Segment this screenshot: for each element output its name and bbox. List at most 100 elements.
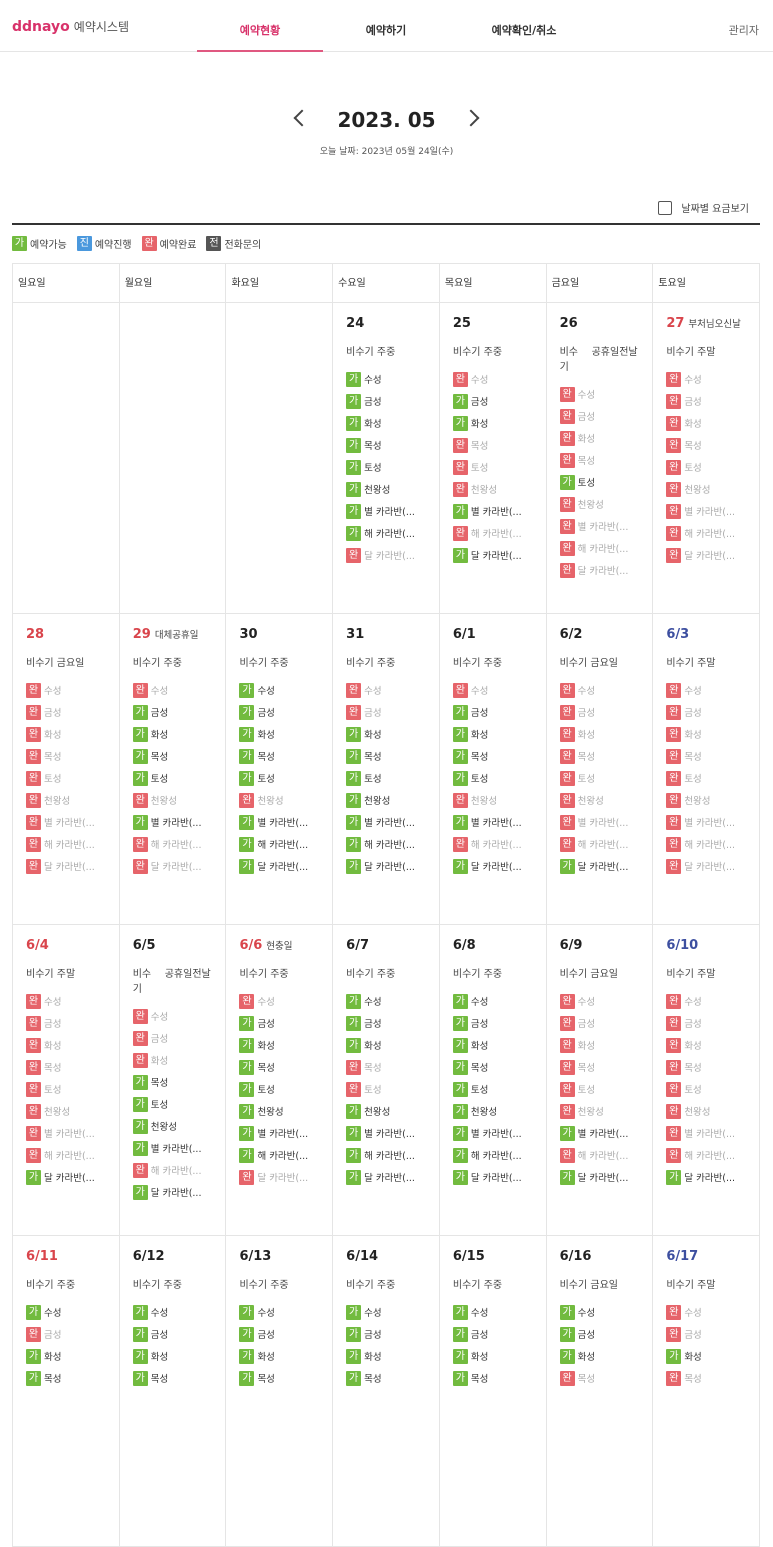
status-badge[interactable]: 완 <box>452 682 468 698</box>
room[interactable]: 가 목성 <box>132 745 226 767</box>
room-name[interactable]: 천왕성 <box>44 796 71 807</box>
status-badge[interactable]: 가 <box>346 481 362 497</box>
room-name[interactable]: 수성 <box>470 997 489 1008</box>
room-name[interactable]: 목성 <box>470 441 489 452</box>
room-name[interactable]: 해 카라반(... <box>470 840 522 851</box>
status-badge[interactable]: 가 <box>346 814 362 830</box>
room[interactable]: 가 목성 <box>239 1367 332 1389</box>
status-badge[interactable]: 완 <box>132 858 148 874</box>
status-badge[interactable]: 완 <box>26 1326 41 1342</box>
room-name[interactable]: 수성 <box>577 390 596 401</box>
room-name[interactable]: 금성 <box>364 708 382 719</box>
room[interactable]: 가 토성 <box>559 471 653 493</box>
status-badge[interactable]: 가 <box>666 1348 682 1364</box>
room[interactable]: 가 화성 <box>26 1345 119 1367</box>
status-badge[interactable]: 완 <box>559 770 575 786</box>
room[interactable]: 완 천왕성 <box>559 1100 653 1122</box>
status-badge[interactable]: 가 <box>239 1304 255 1320</box>
status-badge[interactable]: 완 <box>452 459 468 475</box>
room-name[interactable]: 목성 <box>150 752 169 763</box>
status-badge[interactable]: 완 <box>26 1125 41 1141</box>
room-name[interactable]: 달 카라반(... <box>44 1173 95 1184</box>
room[interactable]: 가 화성 <box>346 412 439 434</box>
status-badge[interactable]: 가 <box>452 704 468 720</box>
status-badge[interactable]: 완 <box>26 1147 41 1163</box>
status-badge[interactable]: 완 <box>666 1326 682 1342</box>
room-name[interactable]: 달 카라반(... <box>470 862 522 873</box>
room[interactable]: 완 목성 <box>346 1056 439 1078</box>
status-badge[interactable]: 가 <box>239 748 255 764</box>
room-name[interactable]: 천왕성 <box>150 796 177 807</box>
room[interactable]: 가 목성 <box>239 1056 332 1078</box>
status-badge[interactable]: 가 <box>26 1370 41 1386</box>
room-name[interactable]: 화성 <box>577 1352 596 1363</box>
status-badge[interactable]: 가 <box>346 993 362 1009</box>
room[interactable]: 가 천왕성 <box>346 789 439 811</box>
status-badge[interactable]: 완 <box>666 726 682 742</box>
room-name[interactable]: 화성 <box>364 1352 382 1363</box>
status-badge[interactable]: 완 <box>666 748 682 764</box>
room-name[interactable]: 금성 <box>150 1330 169 1341</box>
room-name[interactable]: 해 카라반(... <box>257 840 309 851</box>
room-name[interactable]: 금성 <box>470 397 489 408</box>
room-name[interactable]: 목성 <box>44 1063 62 1074</box>
room-name[interactable]: 목성 <box>44 752 62 763</box>
status-badge[interactable]: 가 <box>239 1125 255 1141</box>
room-name[interactable]: 목성 <box>44 1374 62 1385</box>
room[interactable]: 완 화성 <box>559 723 653 745</box>
room-name[interactable]: 천왕성 <box>44 1107 71 1118</box>
status-badge[interactable]: 가 <box>239 1370 255 1386</box>
status-badge[interactable]: 완 <box>559 682 575 698</box>
room-name[interactable]: 금성 <box>44 1330 62 1341</box>
room-name[interactable]: 화성 <box>684 419 702 430</box>
room-name[interactable]: 천왕성 <box>150 1122 177 1133</box>
status-badge[interactable]: 완 <box>559 792 575 808</box>
status-badge[interactable]: 완 <box>559 496 575 512</box>
room[interactable]: 완 목성 <box>26 1056 119 1078</box>
room[interactable]: 완 천왕성 <box>239 789 332 811</box>
logo[interactable]: ddnayo 예약시스템 <box>12 18 129 35</box>
status-badge[interactable]: 가 <box>452 1103 468 1119</box>
room[interactable]: 완 수성 <box>452 679 546 701</box>
status-badge[interactable]: 완 <box>26 748 41 764</box>
room[interactable]: 가 토성 <box>239 1078 332 1100</box>
status-badge[interactable]: 가 <box>239 1015 255 1031</box>
room[interactable]: 완 금성 <box>666 701 759 723</box>
status-badge[interactable]: 완 <box>26 814 41 830</box>
status-badge[interactable]: 완 <box>666 459 682 475</box>
status-badge[interactable]: 가 <box>452 1081 468 1097</box>
room[interactable]: 완 금성 <box>666 1012 759 1034</box>
room[interactable]: 완 금성 <box>132 1027 226 1049</box>
status-badge[interactable]: 완 <box>666 1125 682 1141</box>
room[interactable]: 가 금성 <box>346 1323 439 1345</box>
status-badge[interactable]: 완 <box>559 1081 575 1097</box>
room[interactable]: 가 수성 <box>132 1301 226 1323</box>
room-name[interactable]: 목성 <box>470 1063 489 1074</box>
room-name[interactable]: 목성 <box>577 1374 596 1385</box>
room-name[interactable]: 달 카라반(... <box>577 862 629 873</box>
room-name[interactable]: 해 카라반(... <box>684 529 736 540</box>
status-badge[interactable]: 가 <box>239 770 255 786</box>
status-badge[interactable]: 완 <box>559 540 575 556</box>
status-badge[interactable]: 가 <box>346 726 362 742</box>
status-badge[interactable]: 완 <box>26 1015 41 1031</box>
room-name[interactable]: 화성 <box>257 1041 275 1052</box>
room-name[interactable]: 금성 <box>577 1330 596 1341</box>
room[interactable]: 가 토성 <box>132 1093 226 1115</box>
status-badge[interactable]: 완 <box>666 704 682 720</box>
room-name[interactable]: 별 카라반(... <box>577 522 629 533</box>
room-name[interactable]: 해 카라반(... <box>364 529 415 540</box>
room-name[interactable]: 토성 <box>684 463 702 474</box>
room[interactable]: 완 목성 <box>559 745 653 767</box>
status-badge[interactable]: 완 <box>666 836 682 852</box>
status-badge[interactable]: 가 <box>346 858 362 874</box>
room[interactable]: 가 토성 <box>452 767 546 789</box>
status-badge[interactable]: 가 <box>346 792 362 808</box>
